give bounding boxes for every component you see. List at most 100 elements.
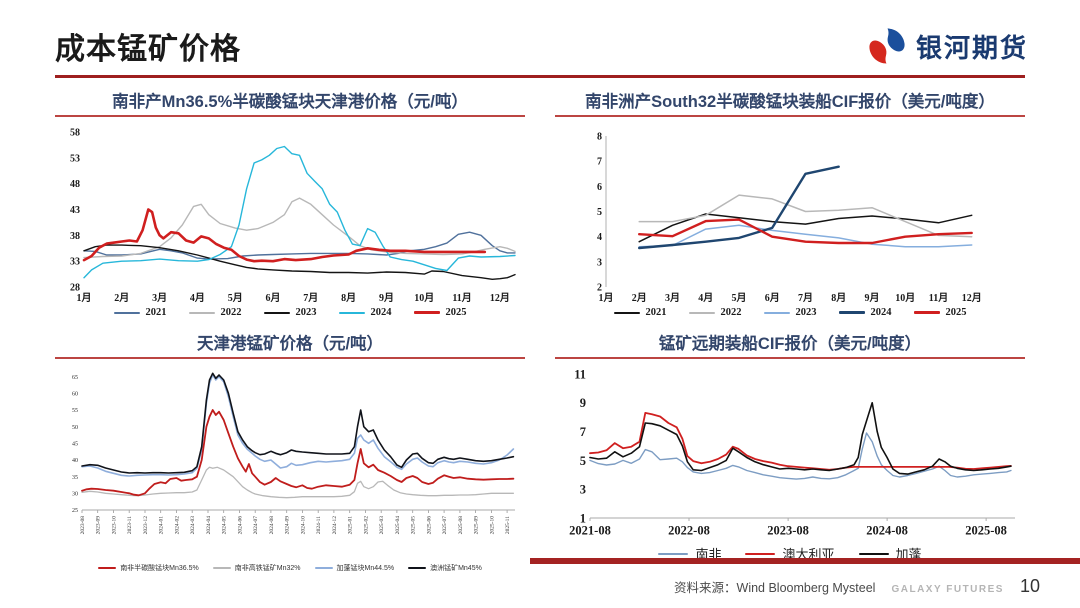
legend-item-澳洲锰矿Mn45%: 澳洲锰矿Mn45% <box>408 563 482 573</box>
y-tick-label: 5 <box>597 207 602 218</box>
x-tick-label: 2024-02 <box>174 516 180 535</box>
chart-block-forward-cif: 锰矿远期装船CIF报价（美元/吨度） 1 3 5 7 9 11 2021-08 2022-08… <box>555 330 1025 573</box>
legend-item-2023: 2023 <box>763 307 817 318</box>
legend-label: 2024 <box>870 307 892 318</box>
y-tick-label: 1 <box>579 511 585 525</box>
legend-label: 2025 <box>445 307 467 318</box>
x-tick-label: 2024-09 <box>284 516 290 535</box>
y-tick-label: 55 <box>72 408 78 414</box>
x-tick-label: 10月 <box>895 292 915 304</box>
legend-item-2025: 2025 <box>913 307 967 318</box>
legend-item-2021: 2021 <box>613 307 667 318</box>
x-tick-label: 7月 <box>798 292 813 304</box>
x-tick-label: 2025-10 <box>489 516 495 535</box>
logo: 银河期货 <box>867 26 1028 66</box>
y-tick-label: 53 <box>70 153 80 164</box>
x-tick-label: 9月 <box>379 292 394 304</box>
y-tick-label: 38 <box>70 231 80 242</box>
y-tick-label: 28 <box>70 283 80 294</box>
chart-title: 锰矿远期装船CIF报价（美元/吨度） <box>555 330 1025 359</box>
y-tick-label: 58 <box>70 128 80 139</box>
x-tick-label: 2024-01 <box>158 516 164 535</box>
x-tick-label: 2023-08 <box>767 524 809 538</box>
x-tick-label: 2024-08 <box>268 516 274 535</box>
chart-legend: 2021 2022 2023 2024 2025 <box>555 307 1025 318</box>
series-line-澳洲锰矿Mn45% <box>80 372 514 474</box>
series-line-加蓬 <box>588 401 1012 475</box>
series-line-南非半碳酸锰块Mn36.5% <box>80 409 514 497</box>
title-underline <box>55 75 1025 78</box>
x-tick-label: 1月 <box>76 292 91 304</box>
legend-label: 2024 <box>370 307 392 318</box>
x-tick-label: 2024-05 <box>221 516 227 535</box>
series-line-南非高铁锰矿Mn32% <box>80 466 514 499</box>
x-tick-label: 2021-08 <box>569 524 611 538</box>
y-tick-label: 11 <box>574 367 586 381</box>
legend-swatch <box>314 567 333 569</box>
x-tick-label: 2024-08 <box>866 524 908 538</box>
slide-header: 成本锰矿价格 银河期货 <box>0 0 1080 68</box>
legend-swatch <box>263 311 290 314</box>
x-tick-label: 9月 <box>864 292 879 304</box>
legend-item-2025: 2025 <box>413 307 467 318</box>
legend-label: 2021 <box>145 307 167 318</box>
x-tick-label: 2023-12 <box>143 516 149 535</box>
legend-swatch <box>688 311 715 314</box>
legend-label: 2025 <box>945 307 967 318</box>
chart-title: 天津港锰矿价格（元/吨） <box>55 330 525 359</box>
legend-swatch <box>413 311 440 314</box>
legend-swatch <box>913 311 940 314</box>
x-tick-label: 11月 <box>928 292 947 304</box>
legend-swatch <box>838 311 865 314</box>
x-tick-label: 2023-08 <box>80 516 86 535</box>
page-title: 成本锰矿价格 <box>55 33 241 66</box>
y-tick-label: 48 <box>70 179 80 190</box>
y-tick-label: 8 <box>597 132 602 143</box>
x-tick-label: 2024-04 <box>206 516 212 535</box>
x-tick-label: 7月 <box>303 292 318 304</box>
x-tick-label: 2月 <box>631 292 646 304</box>
x-tick-label: 6月 <box>764 292 779 304</box>
legend-item-2022: 2022 <box>188 307 242 318</box>
chart-canvas-tianjin-port: 25 30 35 40 45 50 55 60 65 2023-08 2023-09 2023-10 2… <box>72 372 515 535</box>
legend-label: 2023 <box>295 307 317 318</box>
x-tick-label: 2025-07 <box>442 516 448 535</box>
legend-swatch <box>858 552 889 555</box>
chart-canvas-forward-cif: 1 3 5 7 9 11 2021-08 2022-08 2023-08 2024-08 2025-… <box>569 367 1015 538</box>
y-tick-label: 5 <box>579 454 585 468</box>
series-line-2021 <box>82 231 516 260</box>
footer-accent-bar <box>530 558 1080 564</box>
y-tick-label: 33 <box>70 257 80 268</box>
chart-block-south32-cif: 南非洲产South32半碳酸锰块装船CIF报价（美元/吨度） 2 3 4 5 6 7 8 1月… <box>555 88 1025 318</box>
series-line-2022 <box>637 194 972 238</box>
x-tick-label: 1月 <box>598 292 613 304</box>
legend-label: 2022 <box>720 307 742 318</box>
series-line-加蓬锰块Mn44.5% <box>80 374 514 477</box>
chart-block-tianjin-port: 天津港锰矿价格（元/吨） 25 30 35 40 45 50 55 60 65 2023-08 20… <box>55 330 525 573</box>
x-tick-label: 2月 <box>114 292 129 304</box>
x-tick-label: 11月 <box>452 292 471 304</box>
page-number: 10 <box>1019 576 1040 596</box>
legend-label: 南非半碳酸锰块Mn36.5% <box>120 565 199 572</box>
series-line-2023 <box>82 244 516 281</box>
footer: 资料来源：Wind Bloomberg Mysteel GALAXY FUTUR… <box>674 576 1040 597</box>
legend-label: 澳洲锰矿Mn45% <box>430 565 482 572</box>
legend-item-2023: 2023 <box>263 307 317 318</box>
y-tick-label: 7 <box>579 425 585 439</box>
legend-item-2022: 2022 <box>688 307 742 318</box>
x-tick-label: 2025-05 <box>410 516 416 535</box>
y-tick-label: 45 <box>72 441 78 447</box>
series-line-2023 <box>637 224 972 248</box>
y-tick-label: 6 <box>597 182 602 193</box>
x-tick-label: 3月 <box>665 292 680 304</box>
series-line-2022 <box>82 197 516 259</box>
y-tick-label: 65 <box>72 375 78 381</box>
chart-legend: 南非半碳酸锰块Mn36.5% 南非高铁锰矿Mn32% 加蓬锰块Mn44.5% 澳洲锰矿… <box>55 563 525 573</box>
x-tick-label: 2022-08 <box>668 524 710 538</box>
legend-item-2024: 2024 <box>338 307 392 318</box>
legend-swatch <box>658 552 689 555</box>
x-tick-label: 8月 <box>831 292 846 304</box>
x-tick-label: 12月 <box>961 292 981 304</box>
y-tick-label: 9 <box>579 396 585 410</box>
legend-label: 2023 <box>795 307 817 318</box>
